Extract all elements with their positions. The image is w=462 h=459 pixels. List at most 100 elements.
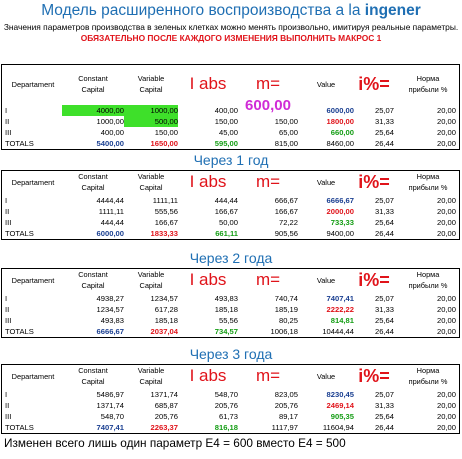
cell-i-abs: 734,57 bbox=[214, 327, 238, 336]
cell-constant: 4444,44 bbox=[96, 196, 124, 205]
cell-i-abs: 150,00 bbox=[214, 117, 238, 126]
cell-constant: 444,44 bbox=[100, 218, 124, 227]
cell-label: II bbox=[5, 207, 10, 216]
cell-m: 823,05 bbox=[274, 390, 298, 399]
cell-value: 7407,41 bbox=[326, 294, 354, 303]
cell-pct: 25,07 bbox=[374, 390, 394, 399]
header-variable-line1: Variable bbox=[137, 74, 165, 83]
cell-constant: 1111,11 bbox=[98, 207, 124, 216]
cell-m: 72,22 bbox=[278, 218, 298, 227]
title-author: ingener bbox=[364, 2, 421, 19]
table-row: II 1000,00 500,00 150,00 150,00 1800,00 31,33 2… bbox=[2, 116, 459, 127]
header-constant-line2: Capital bbox=[81, 377, 105, 386]
reproduction-table: Departament Constant Capital Variable Capita… bbox=[1, 170, 460, 240]
cell-variable: 1650,00 bbox=[150, 139, 178, 148]
header-i-pct: i%= bbox=[358, 74, 390, 94]
cell-constant: 5486,97 bbox=[96, 390, 124, 399]
header-constant-line1: Constant bbox=[78, 366, 108, 375]
cell-norm: 20,00 bbox=[436, 327, 456, 336]
cell-variable: 166,67 bbox=[154, 218, 178, 227]
cell-i-abs: 45,00 bbox=[218, 128, 238, 137]
cell-value: 9400,00 bbox=[326, 229, 354, 238]
header-variable-line2: Capital bbox=[139, 183, 163, 192]
cell-m: 905,56 bbox=[274, 229, 298, 238]
cell-value: 2469,14 bbox=[326, 401, 354, 410]
header-norm-line1: Норма bbox=[416, 270, 440, 279]
cell-pct: 25,64 bbox=[374, 128, 394, 137]
header-m: m= bbox=[255, 270, 281, 289]
cell-m: 166,67 bbox=[274, 207, 298, 216]
header-i-abs: I abs bbox=[189, 172, 227, 191]
header-i-abs: I abs bbox=[189, 270, 227, 289]
header-norm-line1: Норма bbox=[416, 74, 440, 83]
cell-m: 666,67 bbox=[274, 196, 298, 205]
cell-constant: 5400,00 bbox=[96, 139, 124, 148]
header-department: Departament bbox=[11, 372, 55, 381]
editable-cell-variable[interactable]: 500,00 bbox=[124, 116, 178, 127]
header-value: Value bbox=[316, 178, 336, 187]
description-text: Значения параметров производства в зелен… bbox=[3, 22, 459, 32]
header-variable-line1: Variable bbox=[137, 172, 165, 181]
header-norm-line1: Норма bbox=[416, 172, 440, 181]
cell-m: 150,00 bbox=[274, 117, 298, 126]
cell-label: TOTALS bbox=[5, 423, 34, 432]
cell-pct: 25,64 bbox=[374, 316, 394, 325]
cell-value: 10444,44 bbox=[322, 327, 354, 336]
cell-i-abs: 61,73 bbox=[218, 412, 238, 421]
cell-norm: 20,00 bbox=[436, 207, 456, 216]
editable-cell-variable[interactable]: 1000,00 bbox=[124, 105, 178, 116]
cell-m: 80,25 bbox=[278, 316, 298, 325]
cell-norm: 20,00 bbox=[436, 139, 456, 148]
cell-label: I bbox=[5, 390, 8, 399]
cell-norm: 20,00 bbox=[436, 196, 456, 205]
cell-variable: 1833,33 bbox=[150, 229, 178, 238]
cell-variable: 617,28 bbox=[154, 305, 178, 314]
cell-value: 660,00 bbox=[330, 128, 354, 137]
cell-norm: 20,00 bbox=[436, 412, 456, 421]
table-row: I 5486,97 1371,74 548,70 823,05 8230,45 25,07 2… bbox=[2, 389, 459, 400]
editable-cell-constant[interactable]: 4000,00 bbox=[62, 105, 124, 116]
table-row: II 1371,74 685,87 205,76 205,76 2469,14 31,33 2… bbox=[2, 400, 459, 411]
cell-pct: 26,44 bbox=[374, 327, 394, 336]
table-row: III 548,70 205,76 61,73 89,17 905,35 25,64 20,0… bbox=[2, 411, 459, 422]
cell-norm: 20,00 bbox=[436, 423, 456, 432]
cell-value: 905,35 bbox=[330, 412, 354, 421]
table-row: III 444,44 166,67 50,00 72,22 733,33 25,64 20,0… bbox=[2, 217, 459, 228]
header-variable-line2: Capital bbox=[139, 281, 163, 290]
reproduction-table: Departament Constant Capital Variable Capita… bbox=[1, 268, 460, 338]
section-title: Через 2 года bbox=[189, 250, 273, 266]
cell-label: TOTALS bbox=[5, 327, 34, 336]
header-constant-line1: Constant bbox=[78, 172, 108, 181]
cell-constant: 6000,00 bbox=[96, 229, 124, 238]
cell-norm: 20,00 bbox=[436, 229, 456, 238]
table-header: Departament Constant Capital Variable Capita… bbox=[2, 65, 459, 105]
title-text: Модель расширенного воспроизводства a la bbox=[41, 2, 365, 19]
cell-pct: 25,07 bbox=[374, 196, 394, 205]
cell-variable: 1111,11 bbox=[152, 196, 178, 205]
cell-constant: 7407,41 bbox=[96, 423, 124, 432]
cell-m: 1117,97 bbox=[271, 423, 298, 432]
cell-constant: 6666,67 bbox=[96, 327, 124, 336]
cell-norm: 20,00 bbox=[436, 117, 456, 126]
cell-i-abs: 493,83 bbox=[214, 294, 238, 303]
footer-note: Изменен всего лишь один параметр E4 = 60… bbox=[4, 436, 346, 450]
cell-variable: 150,00 bbox=[154, 128, 178, 137]
editable-cell-constant[interactable]: 1000,00 bbox=[96, 117, 124, 126]
header-m: m= bbox=[255, 172, 281, 191]
header-value: Value bbox=[316, 372, 336, 381]
header-i-pct: i%= bbox=[358, 172, 390, 192]
cell-value: 2222,22 bbox=[326, 305, 354, 314]
cell-norm: 20,00 bbox=[436, 106, 456, 115]
cell-variable: 1371,74 bbox=[150, 390, 178, 399]
table-row: II 1234,57 617,28 185,18 185,19 2222,22 31,33 2… bbox=[2, 304, 459, 315]
cell-value: 814,81 bbox=[330, 316, 354, 325]
cell-pct: 31,33 bbox=[374, 117, 394, 126]
cell-pct: 26,44 bbox=[374, 139, 394, 148]
cell-i-abs: 50,00 bbox=[218, 218, 238, 227]
table-row: I 4938,27 1234,57 493,83 740,74 7407,41 25,07 2… bbox=[2, 293, 459, 304]
cell-m: 740,74 bbox=[274, 294, 298, 303]
section-title: Через 1 год bbox=[193, 152, 269, 168]
header-m: m= bbox=[255, 74, 281, 93]
header-norm-line2: прибыли % bbox=[408, 281, 448, 290]
header-i-abs: I abs bbox=[189, 366, 227, 385]
